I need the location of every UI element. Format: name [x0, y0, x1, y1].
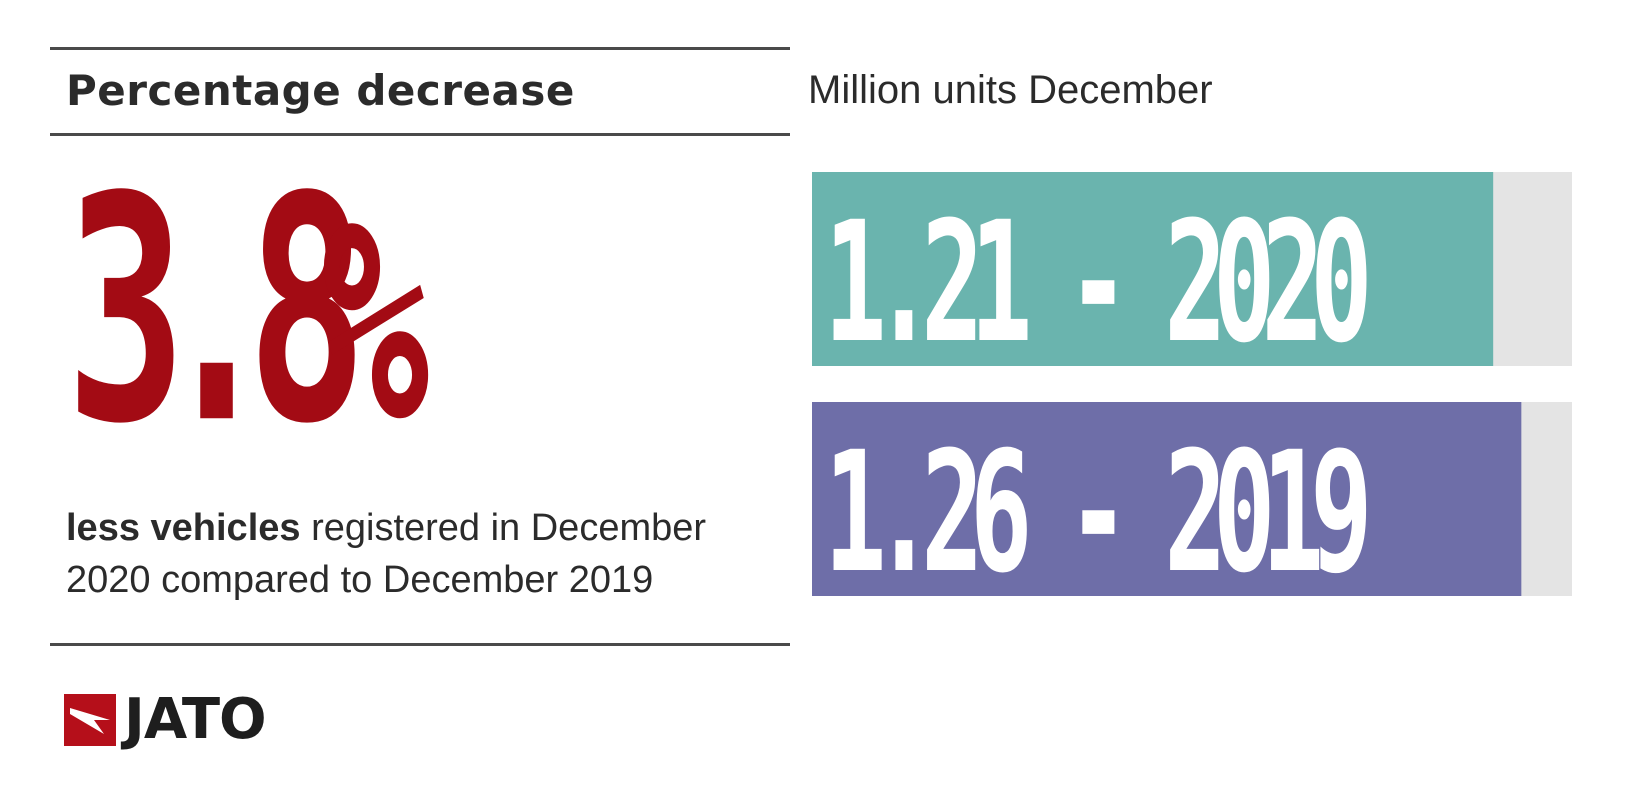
panel-title: Percentage decrease [66, 66, 575, 115]
percentage-value: 3.8 [66, 131, 356, 460]
top-divider [50, 47, 790, 50]
stat-description: less vehicles registered in December 202… [66, 502, 786, 606]
bar-chart: 1.21 - 2020 1.26 - 2019 [812, 172, 1572, 612]
title-divider [50, 133, 790, 136]
jato-logo-icon [64, 694, 116, 746]
brand-name: JATO [124, 687, 267, 752]
description-bold: less vehicles [66, 507, 301, 549]
bar-label-2020: 1.21 - 2020 [824, 185, 1367, 379]
jato-logo: JATO [64, 687, 267, 752]
percentage-unit: % [321, 160, 429, 460]
bar-2020 [812, 172, 1494, 366]
bar-label-2019: 1.26 - 2019 [824, 415, 1366, 609]
chart-title: Million units December [808, 68, 1213, 112]
bar-chart-svg: 1.21 - 2020 1.26 - 2019 [812, 172, 1572, 610]
description-text: registered in December 2020 compared to … [66, 507, 707, 601]
bottom-divider [50, 643, 790, 646]
percentage-figure: 3.8 % [66, 130, 486, 492]
bar-2019 [812, 402, 1522, 596]
